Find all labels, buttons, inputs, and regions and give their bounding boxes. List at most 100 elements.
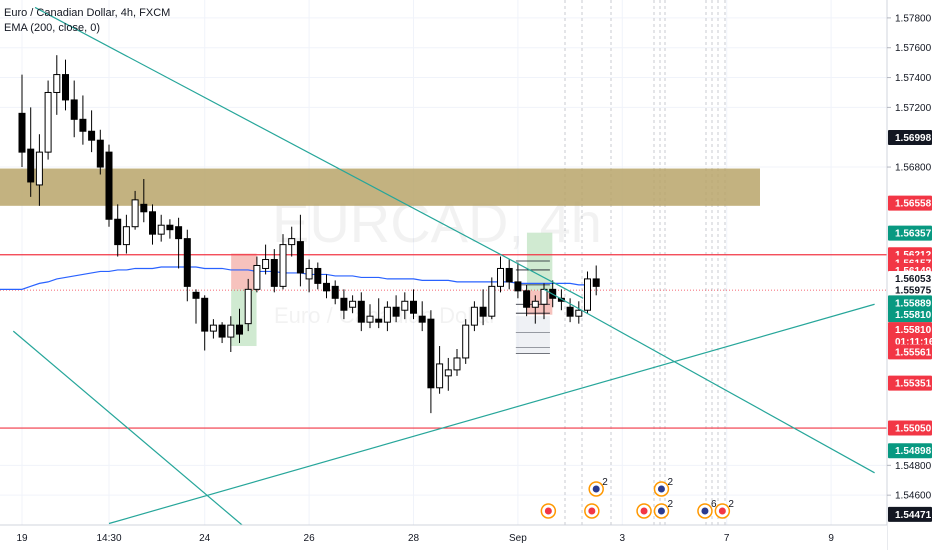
candle-up[interactable] (488, 285, 496, 317)
price-badge[interactable] (888, 420, 932, 436)
candle-down[interactable] (314, 267, 322, 284)
candle-up[interactable] (575, 309, 583, 317)
candle-up[interactable] (383, 306, 391, 323)
candle-up[interactable] (262, 259, 270, 269)
candle-up[interactable] (584, 278, 591, 311)
candle-down[interactable] (183, 238, 191, 287)
price-badge[interactable] (888, 130, 932, 146)
candle-down[interactable] (410, 300, 417, 314)
price-badge[interactable] (888, 344, 932, 360)
candle-up[interactable] (53, 74, 61, 93)
candle-down[interactable] (166, 224, 174, 231)
candle-down[interactable] (357, 300, 365, 323)
candle-down[interactable] (114, 218, 122, 246)
candle-up[interactable] (453, 357, 461, 371)
candle-down[interactable] (236, 324, 243, 335)
candle-up[interactable] (462, 324, 470, 359)
candle-down[interactable] (479, 306, 487, 317)
price-badge[interactable] (888, 322, 932, 338)
price-badge[interactable] (888, 225, 932, 241)
candle-up[interactable] (470, 306, 478, 326)
ema-legend[interactable]: EMA (200, close, 0) (4, 22, 100, 34)
price-axis[interactable]: 1.57800 1.57600 1.57400 1.57200 1.56800 1.548… (886, 0, 932, 550)
price-badge[interactable] (888, 506, 932, 522)
candle-down[interactable] (27, 148, 35, 183)
candle-up[interactable] (244, 288, 252, 325)
price-badge-label: 1.55810 (895, 325, 932, 336)
candle-down[interactable] (140, 203, 148, 213)
candle-up[interactable] (253, 264, 261, 290)
candle-down[interactable] (523, 290, 531, 308)
trendline[interactable] (12, 330, 245, 527)
candle-up[interactable] (157, 224, 165, 235)
candle-down[interactable] (323, 282, 330, 292)
candle-up[interactable] (401, 300, 409, 311)
candle-down[interactable] (340, 297, 348, 311)
price-badge[interactable] (888, 375, 932, 391)
candle-up[interactable] (436, 363, 444, 389)
price-badge[interactable] (888, 282, 932, 298)
candle-up[interactable] (288, 238, 296, 246)
trendline[interactable] (543, 288, 875, 474)
candle-up[interactable] (305, 267, 313, 280)
symbol-title[interactable]: Euro / Canadian Dollar, 4h, FXCM (4, 7, 171, 19)
price-badge[interactable] (888, 307, 932, 323)
candle-up[interactable] (366, 315, 374, 323)
candle-down[interactable] (592, 278, 600, 287)
candle-down[interactable] (62, 74, 69, 101)
candle-down[interactable] (96, 139, 104, 168)
candle-down[interactable] (557, 297, 565, 302)
candle-up[interactable] (349, 300, 357, 308)
candle-up[interactable] (540, 288, 548, 305)
candle-up[interactable] (44, 91, 52, 153)
position-profit-zone[interactable] (231, 289, 257, 347)
candle-down[interactable] (392, 306, 400, 317)
candle-down[interactable] (70, 99, 78, 120)
candle-down[interactable] (514, 281, 522, 292)
canada-flag-icon (640, 507, 648, 515)
candle-down[interactable] (201, 297, 209, 332)
time-tick-label: 7 (724, 533, 730, 544)
position-stop-zone[interactable] (526, 290, 553, 315)
candle-up[interactable] (122, 226, 130, 246)
candle-down[interactable] (331, 285, 339, 299)
candle-down[interactable] (149, 211, 156, 235)
price-badge[interactable] (888, 443, 932, 459)
trendline[interactable] (108, 303, 875, 525)
candle-down[interactable] (192, 291, 200, 299)
candle-up[interactable] (35, 151, 43, 186)
price-badge[interactable] (888, 295, 932, 311)
position-stop-zone[interactable] (231, 253, 257, 290)
trendline[interactable] (34, 6, 584, 299)
candle-up[interactable] (444, 369, 452, 377)
candle-down[interactable] (296, 241, 304, 274)
supply-demand-zone[interactable] (0, 168, 760, 206)
candle-down[interactable] (175, 226, 183, 240)
candle-down[interactable] (18, 112, 26, 153)
price-badge[interactable] (888, 270, 932, 286)
candle-up[interactable] (279, 244, 287, 287)
candle-up[interactable] (227, 324, 235, 338)
candle-down[interactable] (79, 118, 87, 132)
candle-up[interactable] (209, 324, 217, 332)
candle-down[interactable] (427, 318, 435, 389)
event-count: 2 (728, 499, 734, 510)
position-profit-zone[interactable] (526, 232, 553, 291)
time-tick-label: Sep (509, 533, 527, 544)
candle-down[interactable] (505, 267, 513, 283)
candle-down[interactable] (375, 318, 383, 323)
candle-down[interactable] (88, 130, 96, 141)
candle-down[interactable] (566, 306, 574, 317)
price-badge[interactable] (888, 195, 932, 211)
candle-up[interactable] (131, 199, 139, 228)
candle-down[interactable] (418, 315, 426, 323)
candle-down[interactable] (105, 151, 113, 220)
candle-down[interactable] (270, 259, 278, 287)
candle-up[interactable] (531, 300, 539, 308)
time-axis[interactable]: 19 14:30 24 26 28 Sep 3 7 9 (0, 524, 887, 550)
candle-down[interactable] (218, 324, 226, 338)
candle-up[interactable] (497, 267, 504, 287)
canada-flag-icon (588, 507, 596, 515)
time-tick-label: 3 (620, 533, 626, 544)
